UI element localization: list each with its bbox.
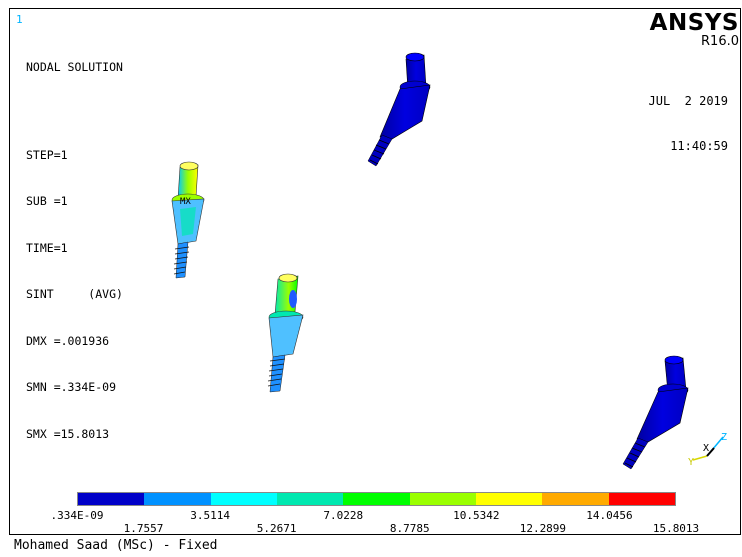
- legend-tick-label: 14.0456: [586, 509, 633, 522]
- contour-legend-bar: [77, 492, 676, 506]
- legend-tick-label: 5.2671: [256, 522, 297, 535]
- legend-segment: [276, 493, 344, 505]
- legend-segment: [475, 493, 543, 505]
- dmx-value: DMX =.001936: [26, 333, 110, 348]
- implant-model-4: [622, 355, 689, 470]
- graphics-viewport[interactable]: 1 NODAL SOLUTION STEP=1 SUB =1 TIME=1 SI…: [9, 8, 741, 535]
- triad-y-label: Y: [688, 457, 694, 468]
- result-item: SINT (AVG): [26, 287, 123, 301]
- coordinate-triad: X Y Z: [688, 432, 727, 468]
- datetime-stamp: JUL 2 2019 11:40:59: [649, 64, 728, 184]
- legend-segment: [542, 493, 609, 505]
- legend-tick-label: 8.7785: [389, 522, 430, 535]
- step-value: STEP=1: [26, 147, 68, 162]
- legend-segment: [144, 493, 211, 505]
- legend-tick-label: 7.0228: [323, 509, 364, 522]
- time-value: TIME=1: [26, 240, 68, 255]
- legend-segment: [343, 493, 410, 505]
- plot-time: 11:40:59: [670, 139, 728, 153]
- max-marker: MX: [180, 197, 191, 207]
- implant-model-3: [367, 52, 431, 167]
- window-number: 1: [16, 13, 23, 26]
- legend-segment: [78, 493, 145, 505]
- implant-model-2: [267, 273, 304, 393]
- legend-tick-label: 15.8013: [652, 522, 700, 535]
- ansys-logo: ANSYS R16.0: [650, 11, 739, 49]
- legend-segment: [210, 493, 277, 505]
- legend-tick-label: 12.2899: [519, 522, 567, 535]
- smx-value: SMX =15.8013: [26, 426, 110, 441]
- triad-z-label: Z: [721, 432, 727, 443]
- legend-segment: [608, 493, 675, 505]
- legend-tick-label: 10.5342: [453, 509, 500, 522]
- legend-segment: [409, 493, 476, 505]
- plot-date: JUL 2 2019: [648, 94, 728, 108]
- plot-title: NODAL SOLUTION: [26, 60, 123, 74]
- brand-release: R16.0: [701, 34, 739, 49]
- legend-tick-label: .334E-09: [50, 509, 104, 522]
- plot-footer-title: Mohamed Saad (MSc) - Fixed: [14, 538, 218, 553]
- legend-tick-label: 1.7557: [123, 522, 164, 535]
- substep-value: SUB =1: [26, 194, 68, 208]
- implant-model-1: MX: [171, 161, 205, 279]
- solution-info: NODAL SOLUTION STEP=1 SUB =1 TIME=1 SINT…: [26, 29, 123, 473]
- legend-tick-label: 3.5114: [190, 509, 230, 522]
- brand-name: ANSYS: [649, 10, 739, 36]
- model-scene: MX: [171, 52, 727, 470]
- smn-value: SMN =.334E-09: [26, 380, 117, 394]
- triad-x-label: X: [703, 443, 709, 454]
